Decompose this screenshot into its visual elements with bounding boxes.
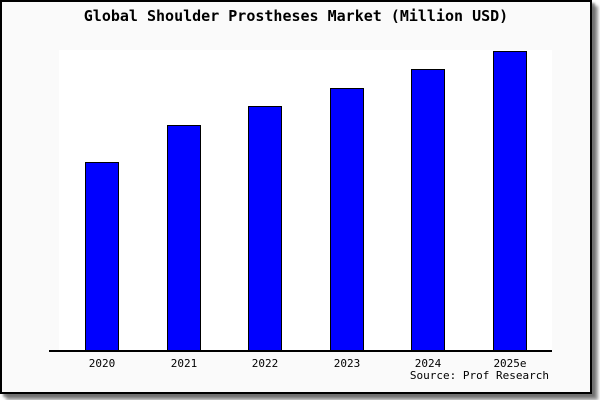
- x-tick-label-2023: 2023: [333, 357, 361, 370]
- x-tick-label-2025e: 2025e: [493, 357, 527, 370]
- bar-2021: [167, 125, 201, 352]
- chart-title: Global Shoulder Prostheses Market (Milli…: [83, 7, 509, 25]
- x-axis-line: [49, 350, 552, 352]
- bar-2023: [330, 88, 364, 352]
- bar-2020: [85, 162, 119, 352]
- bar-2025e: [493, 51, 527, 352]
- bar-2022: [248, 106, 282, 352]
- source-credit: Source: Prof Research: [409, 369, 549, 382]
- bar-2024: [411, 69, 445, 352]
- x-tick-label-2024: 2024: [414, 357, 442, 370]
- x-tick-label-2022: 2022: [251, 357, 279, 370]
- plot-area: [59, 50, 552, 352]
- x-tick-label-2021: 2021: [170, 357, 198, 370]
- x-tick-label-2020: 2020: [88, 357, 116, 370]
